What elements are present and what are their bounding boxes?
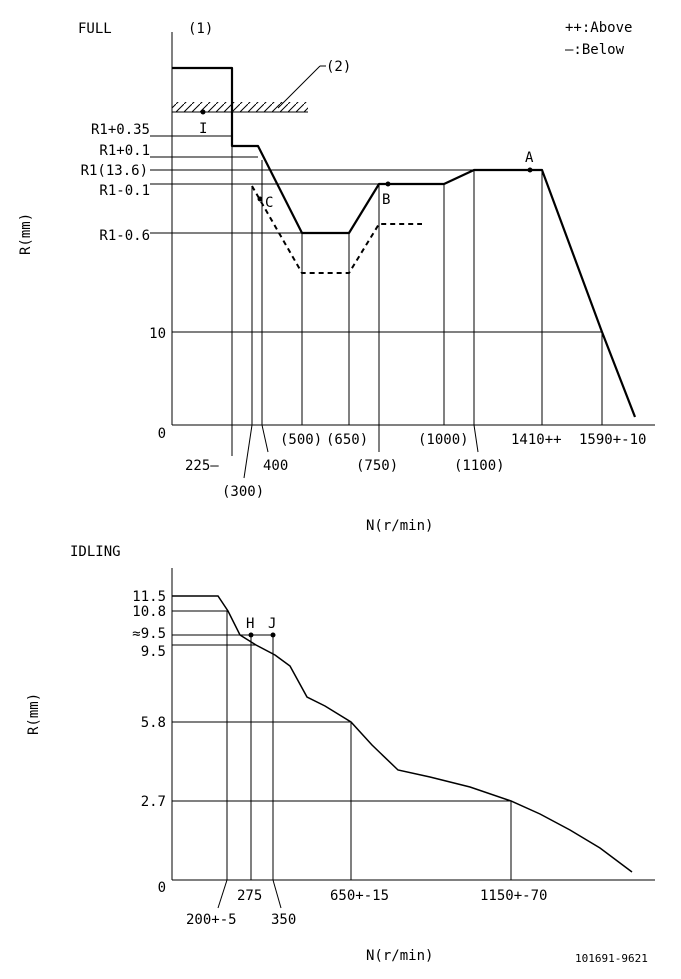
legend-above: ++:Above [565, 20, 632, 36]
full-curve-above [172, 66, 637, 418]
idle-xtick-200: 200+-5 [186, 912, 237, 928]
point-j-label: J [268, 616, 276, 632]
marker-2: (2) [326, 59, 351, 75]
point-b-label: B [382, 192, 390, 208]
full-curve-below [251, 185, 422, 274]
idling-title: IDLING [70, 544, 121, 560]
point-i-marker [200, 109, 206, 115]
full-xtick-1590: 1590+-10 [579, 432, 646, 448]
full-ytick-r1-plus-035: R1+0.35 [91, 122, 150, 138]
marker-1: (1) [188, 21, 213, 37]
idling-x-axis-label: N(r/min) [366, 948, 433, 964]
idle-ytick-95: 9.5 [141, 644, 166, 660]
stop-hatch [172, 102, 308, 112]
full-x-axis-label: N(r/min) [366, 518, 433, 534]
point-h-marker [248, 632, 254, 638]
full-xtick-500: (500) [280, 432, 322, 448]
full-y-axis-label: R(mm) [18, 213, 34, 255]
full-xtick-1100: (1100) [454, 458, 505, 474]
point-b-marker [385, 181, 391, 187]
idle-ytick-approx-95: ≈9.5 [132, 626, 166, 642]
full-xtick-650: (650) [326, 432, 368, 448]
idle-leader-350 [272, 879, 282, 909]
idle-xtick-1150: 1150+-70 [480, 888, 547, 904]
leader-300 [243, 424, 253, 479]
leader-400 [261, 424, 269, 453]
point-a-marker [527, 167, 533, 173]
idle-ytick-0: 0 [158, 880, 166, 896]
idle-xtick-650: 650+-15 [330, 888, 389, 904]
idle-ytick-58: 5.8 [141, 715, 166, 731]
idling-y-axis-label: R(mm) [26, 693, 42, 735]
full-xtick-1000: (1000) [418, 432, 469, 448]
full-xtick-750: (750) [356, 458, 398, 474]
point-c-label: C [265, 195, 273, 211]
idle-xtick-350: 350 [271, 912, 296, 928]
leader-2 [277, 65, 321, 109]
idling-curve [172, 595, 633, 873]
idle-ytick-27: 2.7 [141, 794, 166, 810]
point-i-label: I [199, 121, 207, 137]
full-ytick-r1-minus-01: R1-0.1 [99, 183, 150, 199]
full-xtick-225: 225— [185, 458, 219, 474]
full-xtick-400: 400 [263, 458, 288, 474]
full-ytick-r1-minus-06: R1-0.6 [99, 228, 150, 244]
point-a-label: A [525, 150, 534, 166]
full-xtick-300: (300) [222, 484, 264, 500]
full-ytick-r1: R1(13.6) [81, 163, 148, 179]
full-ytick-r1-plus-01: R1+0.1 [99, 143, 150, 159]
idle-xtick-275: 275 [237, 888, 262, 904]
idle-ytick-115: 11.5 [132, 589, 166, 605]
point-c-marker [257, 196, 263, 202]
drawing-number: 101691-9621 [575, 952, 648, 965]
idle-ytick-108: 10.8 [132, 604, 166, 620]
full-ytick-10: 10 [149, 326, 166, 342]
full-xtick-1410: 1410++ [511, 432, 562, 448]
idle-leader-200 [217, 879, 228, 909]
legend-below: —:Below [565, 42, 625, 58]
full-chart: FULL (1) ++:Above —:Below R(mm) N(r/min)… [18, 20, 655, 534]
point-h-label: H [246, 616, 254, 632]
full-title: FULL [78, 21, 112, 37]
full-ytick-0: 0 [158, 426, 166, 442]
leader-1100 [473, 424, 479, 453]
idling-chart: IDLING R(mm) N(r/min) H J 11.5 10.8 ≈9.5… [26, 544, 655, 964]
point-j-marker [270, 632, 276, 638]
